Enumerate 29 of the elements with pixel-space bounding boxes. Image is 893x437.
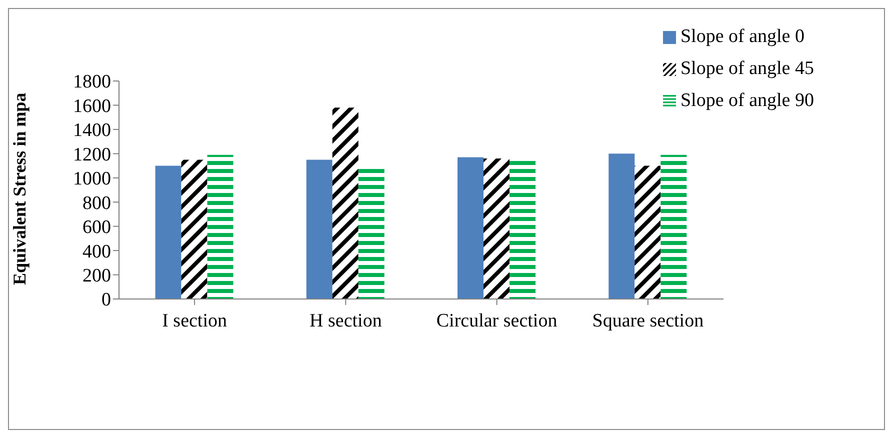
y-tick-label: 200	[82, 266, 111, 287]
legend-label: Slope of angle 45	[680, 58, 814, 79]
x-tick-label: H section	[310, 310, 382, 332]
bar	[155, 166, 182, 299]
bar	[484, 158, 510, 299]
bar	[608, 154, 635, 299]
y-tick-label: 1600	[73, 96, 111, 117]
y-tick-label: 0	[102, 290, 111, 311]
bar	[306, 160, 332, 299]
x-tick-label: Circular section	[436, 310, 558, 332]
x-tick-label: Square section	[592, 310, 704, 332]
legend-label: Slope of angle 0	[680, 26, 804, 47]
y-tick-label: 1800	[73, 72, 111, 93]
y-tick-label: 1400	[73, 120, 111, 142]
y-tick-label: 600	[82, 217, 111, 238]
y-tick-label: 1200	[73, 144, 111, 166]
bar	[181, 160, 208, 299]
bar	[358, 166, 384, 299]
bar	[207, 154, 234, 299]
bar	[660, 154, 687, 299]
legend-label: Slope of angle 90	[680, 90, 814, 111]
y-tick-label: 400	[82, 241, 111, 262]
y-tick-label: 800	[82, 192, 111, 214]
x-tick-label: I section	[162, 310, 228, 332]
bar	[634, 166, 661, 299]
y-axis-title: Equivalent Stress in mpa	[9, 92, 30, 285]
y-tick-label: 1000	[73, 168, 111, 190]
bar	[458, 157, 484, 299]
bar	[332, 108, 358, 299]
